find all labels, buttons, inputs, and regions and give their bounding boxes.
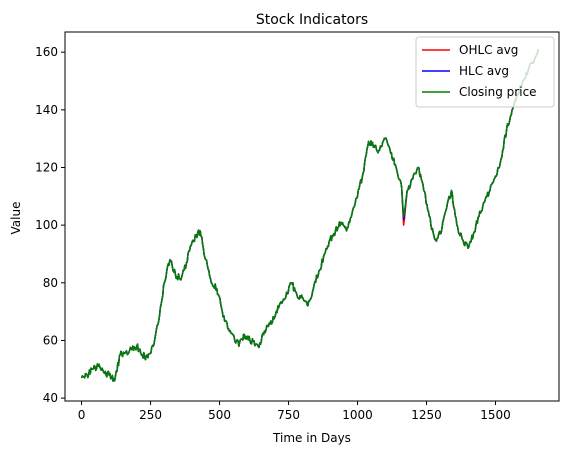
x-tick-label: 1500 [480, 408, 511, 422]
x-tick-label: 0 [78, 408, 86, 422]
y-axis-label: Value [9, 202, 23, 235]
x-tick-label: 250 [139, 408, 162, 422]
legend-box [415, 36, 555, 108]
x-axis-label: Time in Days [272, 431, 351, 445]
legend: OHLC avg HLC avg Closing price [415, 36, 555, 108]
y-tick-label: 120 [35, 160, 58, 174]
x-axis: 0 250 500 750 1000 1250 1500 [78, 401, 511, 422]
y-tick-label: 100 [35, 218, 58, 232]
y-tick-label: 80 [43, 276, 58, 290]
axes-frame [64, 31, 560, 402]
legend-label: Closing price [459, 85, 537, 99]
x-tick-label: 500 [208, 408, 231, 422]
chart-title: Stock Indicators [256, 12, 368, 28]
legend-label: HLC avg [459, 64, 509, 78]
y-tick-label: 60 [43, 333, 58, 347]
plot-area [80, 49, 540, 382]
y-tick-label: 40 [43, 391, 58, 405]
y-axis: 40 60 80 100 120 140 160 [35, 45, 65, 405]
x-tick-label: 1000 [342, 408, 373, 422]
y-tick-label: 140 [35, 103, 58, 117]
x-tick-label: 1250 [411, 408, 442, 422]
y-tick-label: 160 [35, 45, 58, 59]
x-tick-label: 750 [277, 408, 300, 422]
legend-label: OHLC avg [459, 43, 518, 57]
series-line-closing-price [80, 49, 540, 382]
